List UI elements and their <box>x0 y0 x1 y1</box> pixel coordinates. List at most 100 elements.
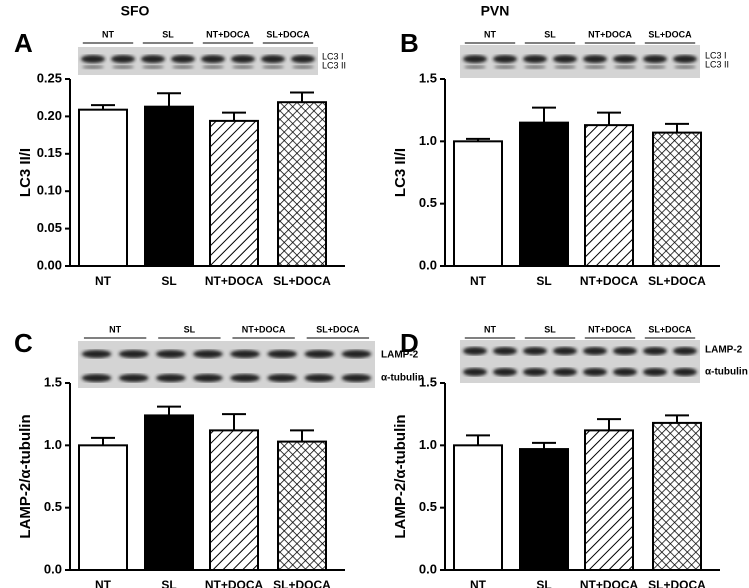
x-tick-label: NT+DOCA <box>580 578 639 588</box>
bar <box>144 414 194 571</box>
blot-group-label: SL+DOCA <box>648 29 692 39</box>
y-tick-label: 1.0 <box>419 437 437 452</box>
y-tick-label: 1.0 <box>419 133 437 148</box>
blot-band <box>261 55 285 63</box>
blot-band <box>304 350 335 358</box>
blot-group-label: SL <box>544 324 556 334</box>
blot-band <box>643 368 667 376</box>
blot-band <box>81 374 112 382</box>
blot-band <box>82 65 104 69</box>
blot-band <box>172 65 194 69</box>
blot-band <box>553 368 577 376</box>
y-tick-label: 0.15 <box>37 145 62 160</box>
x-tick-label: SL <box>161 578 176 588</box>
blot-background <box>460 340 700 363</box>
blot-band <box>141 55 165 63</box>
y-tick-label: 0.00 <box>37 257 62 272</box>
blot-band <box>584 65 606 69</box>
blot-band <box>171 55 195 63</box>
blot-band <box>304 374 335 382</box>
blot-band <box>644 65 666 69</box>
panel-label: D <box>400 328 419 358</box>
y-tick-label: 0.0 <box>419 257 437 272</box>
blot-band <box>524 65 546 69</box>
blot-group-label: NT+DOCA <box>588 29 632 39</box>
bar <box>209 429 259 571</box>
blot-band-label: LAMP-2 <box>381 350 419 361</box>
blot-band <box>202 65 224 69</box>
blot-band <box>464 65 486 69</box>
x-tick-label: NT+DOCA <box>205 578 264 588</box>
bar <box>584 124 634 267</box>
blot-band <box>583 55 607 63</box>
bar <box>453 140 503 267</box>
blot-band <box>673 368 697 376</box>
y-tick-label: 0.5 <box>419 195 437 210</box>
x-tick-label: SL <box>161 274 176 288</box>
blot-band-label: α-tubulin <box>705 367 748 378</box>
blot-band <box>674 65 696 69</box>
blot-band <box>155 350 186 358</box>
blot-band <box>193 374 223 382</box>
blot-band-label: LAMP-2 <box>705 345 743 356</box>
y-axis-label: LAMP-2/α-tubulin <box>392 414 409 538</box>
blot-band <box>494 65 516 69</box>
blot-band-label: LC3 II <box>705 59 729 69</box>
y-tick-label: 0.0 <box>44 561 62 576</box>
blot-group-label: SL+DOCA <box>266 29 310 39</box>
bar <box>78 108 128 267</box>
x-tick-label: NT <box>95 578 112 588</box>
blot-band <box>553 55 577 63</box>
blot-band <box>291 55 315 63</box>
bar <box>519 448 569 571</box>
panel-title: SFO <box>121 3 150 19</box>
y-tick-label: 1.5 <box>419 374 437 389</box>
bar <box>144 105 194 268</box>
bar <box>277 101 327 267</box>
x-tick-label: NT+DOCA <box>205 274 264 288</box>
blot-band <box>493 347 517 355</box>
bar <box>652 421 702 572</box>
y-tick-label: 0.25 <box>37 70 62 85</box>
blot-band <box>292 65 314 69</box>
blot-band <box>523 55 547 63</box>
blot-band <box>554 65 576 69</box>
blot-band <box>523 368 547 376</box>
blot-band <box>523 347 547 355</box>
blot-group-label: SL <box>162 29 174 39</box>
blot-band <box>673 347 697 355</box>
blot-band <box>463 55 487 63</box>
blot-band <box>583 347 607 355</box>
blot-group-label: NT+DOCA <box>242 324 286 334</box>
y-tick-label: 0.20 <box>37 108 62 123</box>
blot-band-label: α-tubulin <box>381 373 424 384</box>
blot-band <box>155 374 186 382</box>
blot-group-label: SL+DOCA <box>316 324 360 334</box>
blot-band <box>583 368 607 376</box>
blot-band <box>463 347 487 355</box>
bar <box>584 429 634 571</box>
blot-band <box>267 374 298 382</box>
blot-band <box>643 55 667 63</box>
y-axis-label: LC3 II/I <box>17 148 34 197</box>
blot-band <box>118 350 149 358</box>
blot-band <box>81 350 112 358</box>
y-axis-label: LAMP-2/α-tubulin <box>17 414 34 538</box>
blot-band-label: LC3 II <box>322 60 346 70</box>
blot-group-label: NT+DOCA <box>588 324 632 334</box>
blot-group-label: NT <box>484 29 496 39</box>
x-tick-label: SL <box>536 578 551 588</box>
x-tick-label: SL <box>536 274 551 288</box>
y-tick-label: 0.10 <box>37 183 62 198</box>
blot-band <box>112 65 134 69</box>
blot-group-label: SL <box>544 29 556 39</box>
blot-band <box>613 347 637 355</box>
blot-band <box>201 55 225 63</box>
blot-group-label: SL+DOCA <box>648 324 692 334</box>
blot-group-label: NT <box>484 324 496 334</box>
panel-label: C <box>14 328 33 358</box>
blot-background <box>460 363 700 383</box>
blot-band <box>118 374 149 382</box>
blot-band <box>614 65 636 69</box>
y-tick-label: 1.5 <box>419 70 437 85</box>
